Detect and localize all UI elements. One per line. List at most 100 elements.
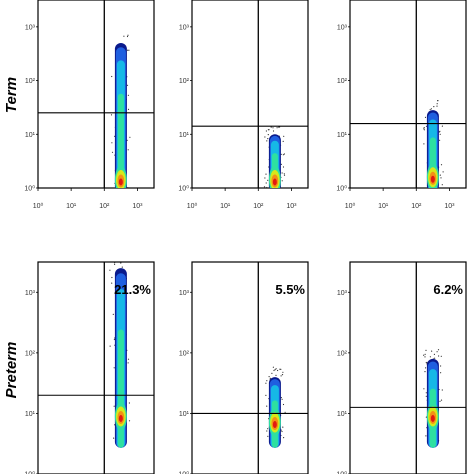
event-dot [282,166,285,168]
event-dot [111,151,114,153]
event-dot [265,182,267,184]
event-dot [111,282,113,284]
event-dot [440,164,443,166]
event-dot [114,424,116,426]
event-dot [127,108,130,110]
event-dot [123,35,125,37]
event-dot [265,130,267,132]
x-tick-label: 10³ [286,203,297,210]
event-dot [280,397,282,399]
event-dot [267,179,269,181]
y-tick-label: 10² [25,78,36,85]
event-dot [281,374,284,376]
event-dot [282,154,284,156]
event-dot [439,133,441,135]
event-dot [266,405,268,407]
event-dot [440,355,442,357]
event-dot [283,135,285,137]
row-labels-layer: Term Preterm [3,77,20,398]
event-dot [281,398,283,400]
event-dot [110,114,113,116]
panel-preterm-2: 10⁰ 10¹ 10² 10³ 5.5% [178,261,309,474]
event-dot [276,127,278,129]
x-tick-label: 10¹ [378,203,389,210]
event-dot [425,435,427,437]
event-dot [437,349,440,351]
event-dot [282,371,284,373]
event-dot [127,149,129,151]
event-dot [425,367,427,369]
density-peak [272,421,277,429]
event-dot [111,75,113,78]
event-dot [280,375,282,377]
y-tick-label: 10⁰ [24,185,35,193]
event-dot [268,129,270,131]
event-dot [272,127,274,129]
event-dot [270,126,272,128]
event-dot [424,353,426,355]
density-peak [430,175,435,183]
panel-frame [349,0,467,189]
event-dot [423,127,425,129]
density-peak [118,414,123,422]
x-tick-label: 10³ [444,203,455,210]
event-dot [113,338,115,341]
gate-percent-label: 21.3% [114,282,151,297]
event-dot [284,411,286,413]
event-dot [280,153,282,155]
event-dot [280,429,282,431]
panel-term-3: 10⁰ 10¹ 10² 10³ 10⁰ 10¹ 10² 10³ [336,0,467,210]
event-dot [112,313,114,315]
event-dot [266,380,268,382]
y-tick-label: 10⁰ [178,185,189,193]
x-tick-label: 10⁰ [33,202,44,210]
y-tick-label: 10¹ [25,411,36,418]
density-peak [118,178,123,186]
event-dot [430,108,432,110]
row-label-term: Term [3,77,20,113]
event-dot [279,368,281,370]
event-dot [126,84,129,86]
density-layer-4 [117,93,124,188]
event-dot [424,356,426,358]
event-dot [274,369,276,371]
event-dot [272,366,274,368]
event-dot [114,262,116,264]
y-tick-label: 10⁰ [336,471,347,474]
event-dot [272,130,275,132]
event-dot [127,358,130,360]
event-dot [425,395,427,397]
event-dot [267,134,269,136]
event-dot [121,266,123,268]
event-dot [436,351,438,353]
y-tick-label: 10³ [25,24,36,31]
event-dot [425,361,427,364]
event-dot [127,94,129,96]
event-dot [437,100,439,102]
event-dot [425,349,427,351]
y-tick-label: 10³ [179,290,190,297]
event-dot [273,369,275,372]
event-dot [423,129,425,131]
event-dot [277,369,279,372]
event-dot [433,353,435,355]
event-dot [128,402,130,404]
event-dot [271,372,273,374]
y-tick-label: 10² [337,78,348,85]
event-dot [282,426,284,428]
event-dot [439,400,441,402]
panel-frame [349,261,467,474]
event-dot [425,416,427,418]
y-tick-label: 10³ [179,24,190,31]
event-dot [268,376,270,378]
panel-term-2: 10⁰ 10¹ 10² 10³ 10⁰ 10¹ 10² 10³ [178,0,309,210]
y-tick-label: 10¹ [179,132,190,139]
x-tick-label: 10¹ [66,203,77,210]
density-peak [430,414,435,422]
event-dot [267,138,269,140]
event-dot [280,368,282,370]
event-dot [267,435,269,437]
event-dot [113,405,115,407]
event-dot [263,186,266,188]
event-dot [283,153,285,155]
